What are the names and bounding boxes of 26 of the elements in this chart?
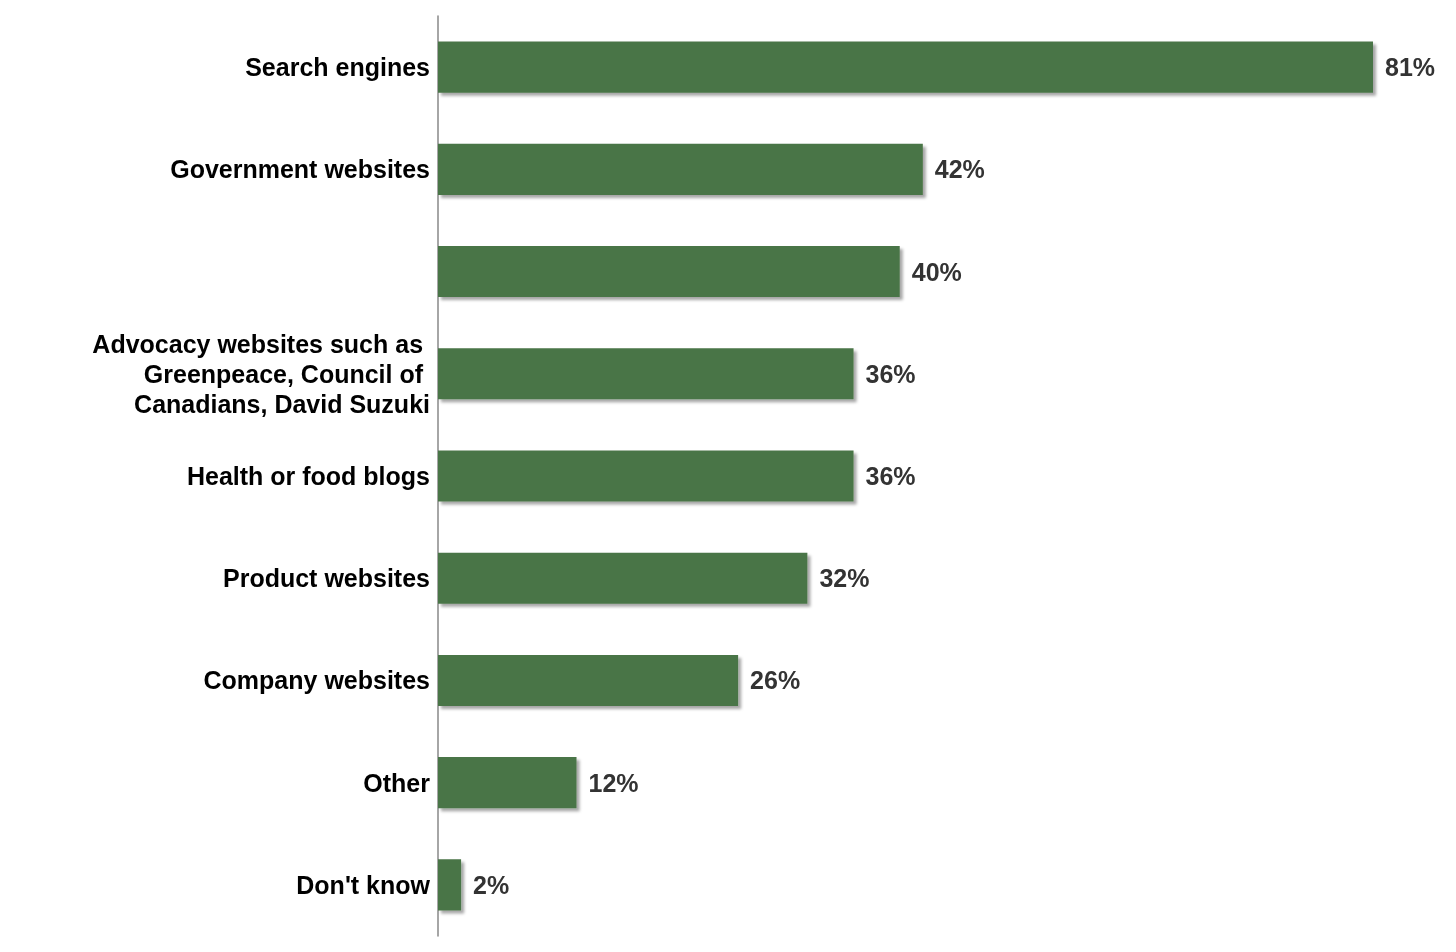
bar bbox=[438, 143, 923, 195]
bar bbox=[438, 450, 854, 502]
data-label: 2% bbox=[473, 870, 510, 899]
data-label: 12% bbox=[588, 768, 639, 797]
y-tick-label: Other bbox=[363, 768, 431, 797]
data-label: 81% bbox=[1385, 53, 1436, 82]
y-tick-label: Search engines bbox=[245, 53, 430, 82]
bar bbox=[438, 246, 900, 298]
y-tick-label: Don't know bbox=[296, 870, 431, 899]
bar bbox=[438, 859, 462, 911]
bar bbox=[438, 348, 854, 400]
data-label: 42% bbox=[934, 155, 985, 184]
data-label: 36% bbox=[865, 462, 916, 490]
data-label: 26% bbox=[750, 666, 801, 695]
bar bbox=[438, 757, 577, 809]
data-label: 32% bbox=[819, 564, 870, 593]
bar bbox=[438, 654, 739, 706]
data-label: 40% bbox=[911, 257, 962, 286]
y-tick-label: Advocacy websites such as Greenpeace, Council of Canadians, David Suzuki bbox=[92, 329, 430, 418]
y-tick-label: Company websites bbox=[203, 666, 430, 695]
bar bbox=[438, 41, 1373, 93]
y-tick-label: Government websites bbox=[170, 155, 430, 184]
y-tick-label: Health or food blogs bbox=[186, 462, 430, 490]
data-label: 36% bbox=[865, 359, 916, 388]
y-tick-label: Product websites bbox=[223, 564, 430, 593]
bar bbox=[438, 552, 808, 604]
